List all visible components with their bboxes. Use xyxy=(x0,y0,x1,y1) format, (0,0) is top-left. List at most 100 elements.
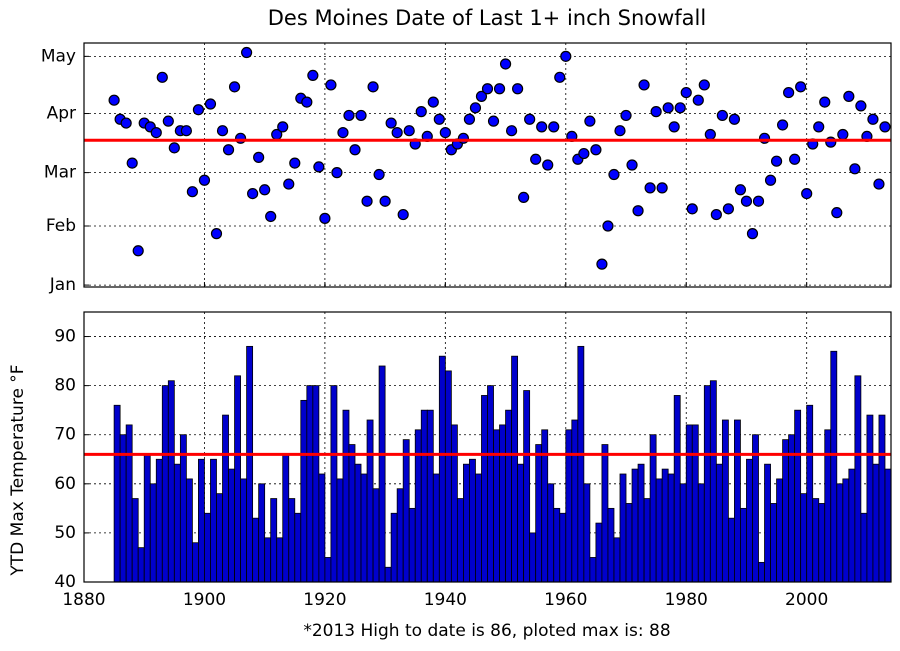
point xyxy=(578,147,590,160)
point xyxy=(241,46,253,59)
bar xyxy=(854,375,862,583)
bar xyxy=(240,478,248,583)
bar xyxy=(119,434,127,583)
x-tick-label: 1940 xyxy=(424,590,467,610)
bar xyxy=(848,468,856,583)
point xyxy=(783,86,795,99)
bar xyxy=(878,414,886,583)
bar xyxy=(294,512,302,583)
point xyxy=(301,96,313,108)
point xyxy=(795,81,807,93)
y-tick-label: 40 xyxy=(54,572,76,592)
point xyxy=(373,168,385,181)
point xyxy=(680,86,692,99)
point xyxy=(626,159,638,171)
point xyxy=(704,128,716,141)
bar xyxy=(210,458,217,583)
point xyxy=(349,144,361,156)
bar xyxy=(643,498,651,583)
point xyxy=(325,79,337,91)
bar xyxy=(342,409,350,583)
point xyxy=(415,106,427,118)
bar xyxy=(655,478,663,583)
point xyxy=(656,182,668,194)
bar xyxy=(408,507,416,583)
bar xyxy=(414,429,422,583)
point xyxy=(126,157,138,169)
x-axis-label: *2013 High to date is 86, ploted max is:… xyxy=(303,621,670,641)
bar xyxy=(179,434,187,583)
bar xyxy=(161,385,169,583)
bar xyxy=(252,517,260,583)
bar xyxy=(348,444,356,583)
point xyxy=(156,71,168,83)
bar xyxy=(691,424,699,583)
point xyxy=(734,184,747,196)
point xyxy=(198,174,211,186)
bar xyxy=(426,409,434,583)
bar xyxy=(824,429,832,583)
bar xyxy=(740,507,747,583)
bar xyxy=(234,375,241,583)
bar xyxy=(204,512,211,583)
point xyxy=(674,102,686,114)
bar xyxy=(770,503,777,583)
bar xyxy=(679,483,687,583)
bar xyxy=(372,488,380,583)
bar xyxy=(125,424,133,583)
point xyxy=(770,155,783,167)
bar xyxy=(589,557,597,583)
point xyxy=(343,109,355,122)
bar xyxy=(438,355,446,583)
bar xyxy=(306,385,314,583)
point xyxy=(210,228,223,240)
point xyxy=(367,81,379,93)
bar xyxy=(613,537,621,583)
bar xyxy=(788,434,796,583)
bar xyxy=(300,399,308,583)
point xyxy=(499,58,512,70)
point xyxy=(331,167,343,179)
bar xyxy=(354,463,362,583)
bar xyxy=(390,512,398,583)
bar xyxy=(420,409,428,583)
bar xyxy=(607,507,615,583)
point xyxy=(602,220,614,232)
point xyxy=(662,102,674,114)
point xyxy=(879,121,891,133)
point xyxy=(518,191,530,204)
bar xyxy=(577,345,585,583)
bar xyxy=(872,463,880,583)
point xyxy=(150,126,162,139)
bar xyxy=(842,478,850,583)
point xyxy=(560,50,572,62)
bar xyxy=(547,483,555,583)
point xyxy=(289,157,301,169)
y-tick-label: 50 xyxy=(54,523,76,543)
bar xyxy=(715,463,723,583)
point xyxy=(481,83,494,95)
bar xyxy=(812,498,820,583)
point xyxy=(403,125,415,137)
y-axis-label: YTD Max Temperature °F xyxy=(8,364,28,576)
point xyxy=(463,113,476,125)
bar xyxy=(818,503,826,583)
bar xyxy=(541,429,549,583)
point xyxy=(319,212,331,224)
point xyxy=(740,195,753,207)
bar xyxy=(511,355,519,583)
point xyxy=(650,106,662,118)
point xyxy=(764,174,777,186)
point xyxy=(108,94,120,106)
point xyxy=(391,126,403,139)
point xyxy=(801,187,813,200)
point xyxy=(644,182,656,194)
bar xyxy=(499,424,506,583)
bar xyxy=(396,488,404,583)
bar xyxy=(806,404,814,583)
point xyxy=(831,207,843,219)
bar xyxy=(734,419,741,583)
point xyxy=(512,83,524,95)
point xyxy=(216,125,229,137)
bar xyxy=(673,395,681,583)
